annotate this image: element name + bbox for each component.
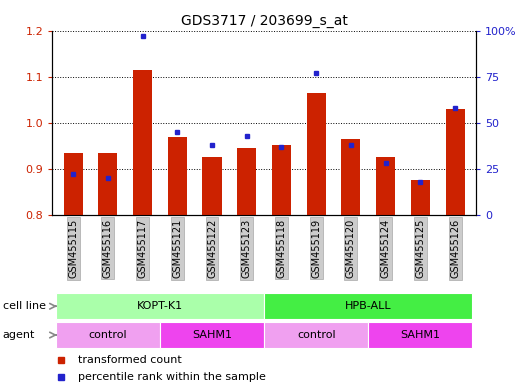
Text: GSM455118: GSM455118 xyxy=(277,219,287,278)
Text: KOPT-K1: KOPT-K1 xyxy=(137,301,183,311)
Text: GSM455119: GSM455119 xyxy=(311,219,321,278)
Bar xyxy=(264,322,368,348)
Bar xyxy=(376,157,395,215)
Text: percentile rank within the sample: percentile rank within the sample xyxy=(78,372,266,382)
Text: GSM455117: GSM455117 xyxy=(138,219,147,278)
Text: GSM455121: GSM455121 xyxy=(172,219,183,278)
Bar xyxy=(342,139,360,215)
Text: control: control xyxy=(297,330,336,340)
Bar xyxy=(56,293,264,319)
Text: SAHM1: SAHM1 xyxy=(192,330,232,340)
Bar xyxy=(272,144,291,215)
Text: GSM455122: GSM455122 xyxy=(207,219,217,278)
Text: SAHM1: SAHM1 xyxy=(401,330,440,340)
Bar xyxy=(446,109,464,215)
Bar xyxy=(160,322,264,348)
Text: transformed count: transformed count xyxy=(78,355,181,365)
Bar xyxy=(64,153,83,215)
Bar xyxy=(368,322,472,348)
Text: GSM455125: GSM455125 xyxy=(415,219,425,278)
Text: GSM455123: GSM455123 xyxy=(242,219,252,278)
Text: GSM455126: GSM455126 xyxy=(450,219,460,278)
Text: cell line: cell line xyxy=(3,301,46,311)
Text: GSM455115: GSM455115 xyxy=(68,219,78,278)
Bar xyxy=(411,180,430,215)
Bar xyxy=(264,293,472,319)
Bar xyxy=(306,93,326,215)
Bar xyxy=(202,157,222,215)
Title: GDS3717 / 203699_s_at: GDS3717 / 203699_s_at xyxy=(180,14,348,28)
Text: HPB-ALL: HPB-ALL xyxy=(345,301,392,311)
Bar xyxy=(133,70,152,215)
Text: GSM455116: GSM455116 xyxy=(103,219,113,278)
Bar xyxy=(168,137,187,215)
Bar xyxy=(237,148,256,215)
Text: GSM455124: GSM455124 xyxy=(381,219,391,278)
Bar xyxy=(98,153,117,215)
Text: agent: agent xyxy=(3,330,35,340)
Text: control: control xyxy=(88,330,127,340)
Text: GSM455120: GSM455120 xyxy=(346,219,356,278)
Bar xyxy=(56,322,160,348)
